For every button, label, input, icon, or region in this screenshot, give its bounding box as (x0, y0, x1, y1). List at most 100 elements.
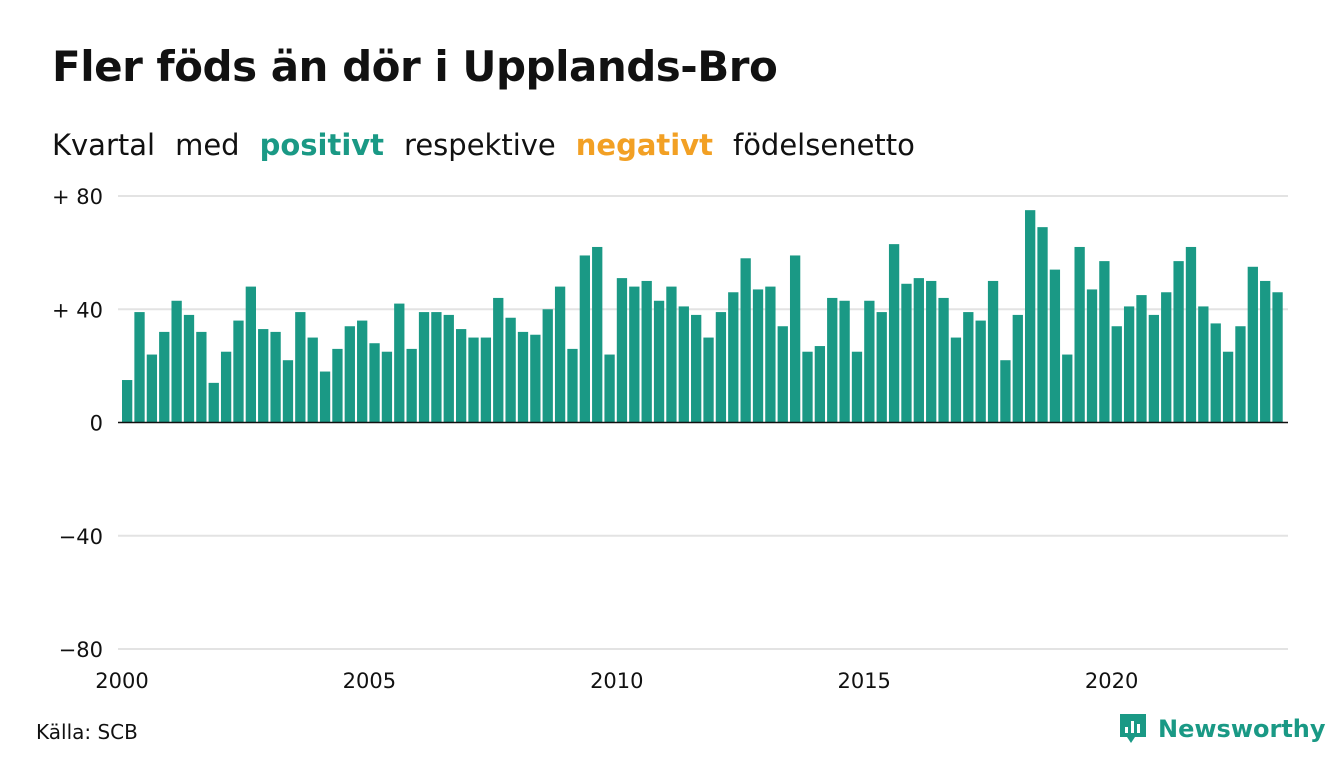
subtitle-word: födelsenetto (732, 128, 915, 162)
bar (319, 371, 331, 423)
bar (715, 312, 727, 423)
bar (1272, 292, 1283, 423)
bars (122, 210, 1283, 423)
bar (122, 380, 133, 423)
bar (258, 329, 269, 423)
bar (789, 255, 801, 423)
bar (567, 348, 578, 423)
x-tick-labels: 2000 2005 2010 2015 2020 (95, 669, 1138, 693)
chart-subtitle: Kvartal med positivt respektive negativt föde… (52, 128, 935, 162)
bar-chart: + 80 + 40 0 −40 −80 2000 2005 2010 2015 2020 (52, 185, 1288, 693)
bar (196, 331, 207, 423)
subtitle-positive: positivt (259, 128, 385, 162)
bar (307, 337, 318, 423)
bar (777, 326, 788, 423)
bar (876, 312, 887, 423)
y-tick-label: −40 (59, 525, 103, 549)
bar (1086, 289, 1098, 423)
bar (1235, 326, 1246, 423)
bar (1198, 306, 1209, 423)
bar (493, 297, 504, 423)
bar (666, 286, 677, 423)
bar (159, 331, 170, 423)
bar (950, 337, 962, 423)
bar (245, 286, 256, 423)
bar (517, 331, 529, 423)
bar (1062, 354, 1073, 423)
bar (282, 360, 294, 423)
bar (802, 351, 813, 423)
bar (480, 337, 492, 423)
bar (1260, 280, 1271, 423)
bar (987, 280, 999, 423)
bar (270, 331, 281, 423)
bar (629, 286, 640, 423)
bar (1037, 227, 1048, 423)
bar (1000, 360, 1011, 423)
y-tick-label: 0 (90, 412, 103, 436)
subtitle-word: Kvartal (52, 128, 156, 162)
bar (1099, 261, 1110, 423)
subtitle-negative: negativt (575, 128, 713, 162)
subtitle-word: respektive (404, 128, 556, 162)
x-tick-label: 2020 (1085, 669, 1138, 693)
bar (1049, 269, 1061, 423)
bar (369, 343, 380, 423)
bar (357, 320, 368, 423)
bar (740, 258, 751, 423)
chart-title: Fler föds än dör i Upplands-Bro (52, 42, 778, 91)
bar (592, 246, 603, 423)
bar (888, 244, 900, 423)
bar (233, 320, 244, 423)
bar (1148, 314, 1160, 423)
x-tick-label: 2015 (837, 669, 890, 693)
bar (814, 346, 826, 423)
bar (691, 314, 702, 423)
bar (678, 306, 689, 423)
bar (1123, 306, 1135, 423)
bar (703, 337, 714, 423)
brand-name: Newsworthy (1158, 715, 1326, 743)
bar (1136, 295, 1147, 423)
bar (505, 317, 516, 423)
bar (208, 382, 219, 423)
bar (455, 329, 467, 423)
bar (295, 312, 306, 423)
y-tick-label: + 40 (52, 298, 103, 322)
bar (926, 280, 937, 423)
x-tick-label: 2000 (95, 669, 148, 693)
bar (1025, 210, 1036, 423)
y-tick-labels: + 80 + 40 0 −40 −80 (52, 185, 103, 662)
bar (1111, 326, 1122, 423)
bar (220, 351, 232, 423)
bar (1185, 246, 1197, 423)
bar (851, 351, 863, 423)
brand-logo: Newsworthy (1118, 712, 1326, 746)
bar (443, 314, 454, 423)
bar (394, 303, 405, 423)
bar (1012, 314, 1023, 423)
bar (1173, 261, 1184, 423)
source-note: Källa: SCB (36, 720, 138, 744)
bar (134, 312, 145, 423)
bar (913, 278, 924, 423)
bar (839, 300, 850, 423)
bar (146, 354, 158, 423)
bar (752, 289, 764, 423)
y-tick-label: + 80 (52, 185, 103, 209)
bar (901, 283, 912, 423)
bar (641, 280, 652, 423)
subtitle-word: med (175, 128, 240, 162)
bar (1247, 266, 1258, 423)
bar (183, 314, 195, 423)
bar (1222, 351, 1234, 423)
x-tick-label: 2005 (343, 669, 396, 693)
bar (579, 255, 590, 423)
bar (381, 351, 393, 423)
bar (975, 320, 986, 423)
bar (542, 309, 553, 423)
bar (653, 300, 665, 423)
bar (864, 300, 875, 423)
bar (765, 286, 776, 423)
bar (344, 326, 355, 423)
